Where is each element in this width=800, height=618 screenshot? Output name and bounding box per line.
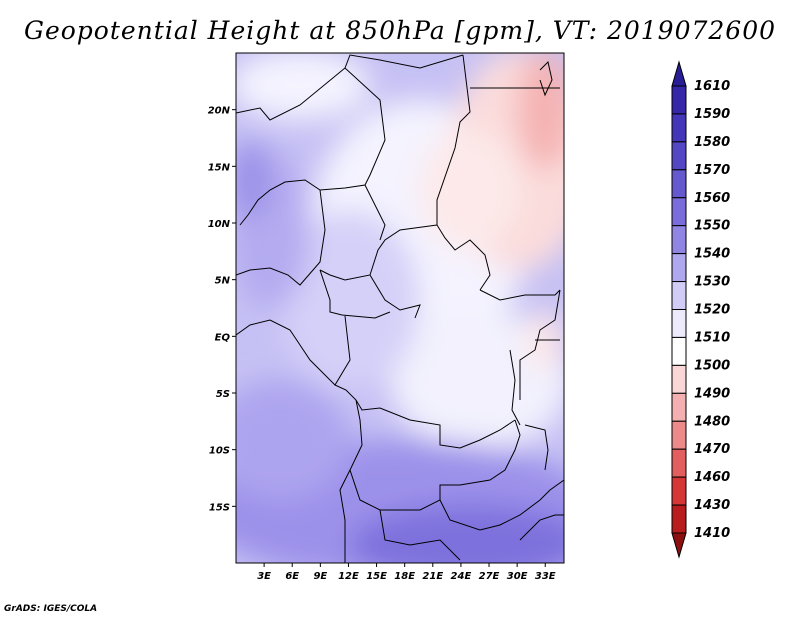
lat-label: 10N: [208, 219, 231, 230]
colorbar-swatch: [671, 309, 687, 338]
map-frame: [235, 52, 565, 564]
lon-label: 27E: [479, 571, 500, 582]
colorbar-swatch: [671, 113, 687, 143]
colorbar-label: 1610: [694, 79, 730, 94]
colorbar-label: 1560: [694, 191, 730, 206]
colorbar-label: 1460: [694, 470, 730, 485]
colorbar-swatch: [671, 336, 687, 366]
lon-label: 12E: [338, 571, 359, 582]
lon-label: 18E: [394, 571, 415, 582]
colorbar-label: 1580: [694, 135, 730, 150]
colorbar-swatch: [671, 504, 687, 534]
lon-label: 24E: [451, 571, 472, 582]
colorbar-swatch: [671, 392, 687, 422]
colorbar-min-triangle: [671, 532, 687, 559]
lon-label: 3E: [257, 571, 271, 582]
colorbar-swatch: [671, 85, 687, 115]
longitude-axis: 3E 6E 9E 12E 15E 18E 21E 24E 27E 30E 33E: [257, 563, 556, 582]
colorbar-label: 1570: [694, 163, 730, 178]
colorbar-swatch: [671, 476, 687, 506]
colorbar-label: 1590: [694, 107, 730, 122]
colorbar-swatch: [671, 169, 687, 199]
lon-label: 21E: [422, 571, 443, 582]
lat-label: 10S: [209, 446, 230, 457]
lon-label: 30E: [507, 571, 528, 582]
grads-credit: GrADS: IGES/COLA: [4, 604, 98, 614]
lon-label: 6E: [285, 571, 299, 582]
colorbar-label: 1540: [694, 247, 730, 262]
colorbar-label: 1510: [694, 330, 730, 345]
lon-label: 9E: [313, 571, 327, 582]
colorbar-label: 1410: [694, 526, 730, 541]
colorbar-label: 1500: [694, 358, 730, 373]
lat-label: 5S: [216, 389, 230, 400]
lon-label: 33E: [535, 571, 556, 582]
colorbar-label: 1530: [694, 275, 730, 290]
colorbar-swatch: [671, 197, 687, 227]
latitude-axis: 20N 15N 10N 5N EQ 5S 10S 15S: [208, 106, 236, 513]
colorbar-swatch: [671, 420, 687, 450]
lat-label: 5N: [215, 276, 231, 287]
colorbar-swatch: [671, 253, 687, 283]
lat-label: EQ: [215, 332, 231, 343]
colorbar-swatch: [671, 448, 687, 478]
colorbar-swatch: [671, 281, 687, 310]
colorbar-swatch: [671, 225, 687, 255]
colorbar-swatch: [671, 141, 687, 171]
colorbar-max-triangle: [671, 60, 687, 87]
colorbar-label: 1470: [694, 442, 730, 457]
boundaries: [236, 54, 564, 563]
lat-label: 15S: [209, 502, 230, 513]
geopotential-field: [236, 53, 564, 563]
colorbar-label: 1520: [694, 303, 730, 318]
lat-label: 20N: [208, 106, 231, 117]
colorbar-swatch: [671, 364, 687, 394]
colorbar-label: 1490: [694, 386, 730, 401]
map-title: Geopotential Height at 850hPa [gpm], VT:…: [23, 16, 777, 45]
colorbar: 1610 1590 1580 1570 1560 1550 1540 1530 1520 1510…: [671, 60, 730, 559]
colorbar-label: 1480: [694, 414, 730, 429]
colorbar-label: 1430: [694, 498, 730, 513]
lat-label: 15N: [208, 162, 231, 173]
lon-label: 15E: [366, 571, 387, 582]
colorbar-label: 1550: [694, 219, 730, 234]
